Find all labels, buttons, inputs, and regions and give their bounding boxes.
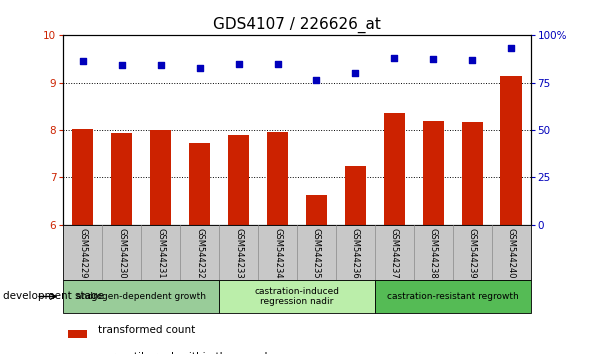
Text: GSM544232: GSM544232: [195, 228, 204, 278]
Text: GSM544237: GSM544237: [390, 228, 399, 278]
Point: [507, 45, 516, 51]
Point: [195, 65, 204, 70]
Bar: [111, 133, 133, 225]
Text: GSM544239: GSM544239: [468, 228, 477, 278]
Bar: [384, 113, 405, 225]
Text: development stage: development stage: [3, 291, 104, 302]
Point: [312, 78, 321, 83]
Point: [273, 61, 282, 67]
Text: percentile rank within the sample: percentile rank within the sample: [98, 352, 274, 354]
Text: GSM544231: GSM544231: [156, 228, 165, 278]
Text: GSM544229: GSM544229: [78, 228, 87, 278]
Bar: [461, 121, 483, 225]
Point: [350, 70, 360, 76]
Text: GSM544230: GSM544230: [117, 228, 126, 278]
Title: GDS4107 / 226626_at: GDS4107 / 226626_at: [213, 16, 381, 33]
Bar: [189, 143, 210, 225]
Text: GSM544236: GSM544236: [351, 228, 360, 278]
Point: [117, 62, 127, 68]
Text: GSM544234: GSM544234: [273, 228, 282, 278]
Text: castration-resistant regrowth: castration-resistant regrowth: [387, 292, 519, 301]
Bar: [219, 280, 375, 313]
Text: castration-induced
regression nadir: castration-induced regression nadir: [254, 287, 339, 306]
Bar: [228, 135, 249, 225]
Bar: [500, 76, 522, 225]
Bar: [345, 166, 366, 225]
Bar: [306, 195, 327, 225]
Point: [234, 61, 244, 67]
Point: [156, 62, 165, 68]
Point: [390, 55, 399, 61]
Bar: [63, 280, 219, 313]
Point: [429, 56, 438, 62]
Bar: [150, 130, 171, 225]
Point: [467, 57, 477, 63]
Text: GSM544233: GSM544233: [234, 228, 243, 278]
Bar: [267, 132, 288, 225]
Text: androgen-dependent growth: androgen-dependent growth: [76, 292, 206, 301]
Text: GSM544240: GSM544240: [507, 228, 516, 278]
Text: transformed count: transformed count: [98, 325, 195, 335]
Bar: [72, 129, 93, 225]
Point: [78, 59, 87, 64]
Text: GSM544238: GSM544238: [429, 228, 438, 278]
Bar: [423, 121, 444, 225]
Bar: [375, 280, 531, 313]
Bar: [68, 330, 87, 338]
Text: GSM544235: GSM544235: [312, 228, 321, 278]
